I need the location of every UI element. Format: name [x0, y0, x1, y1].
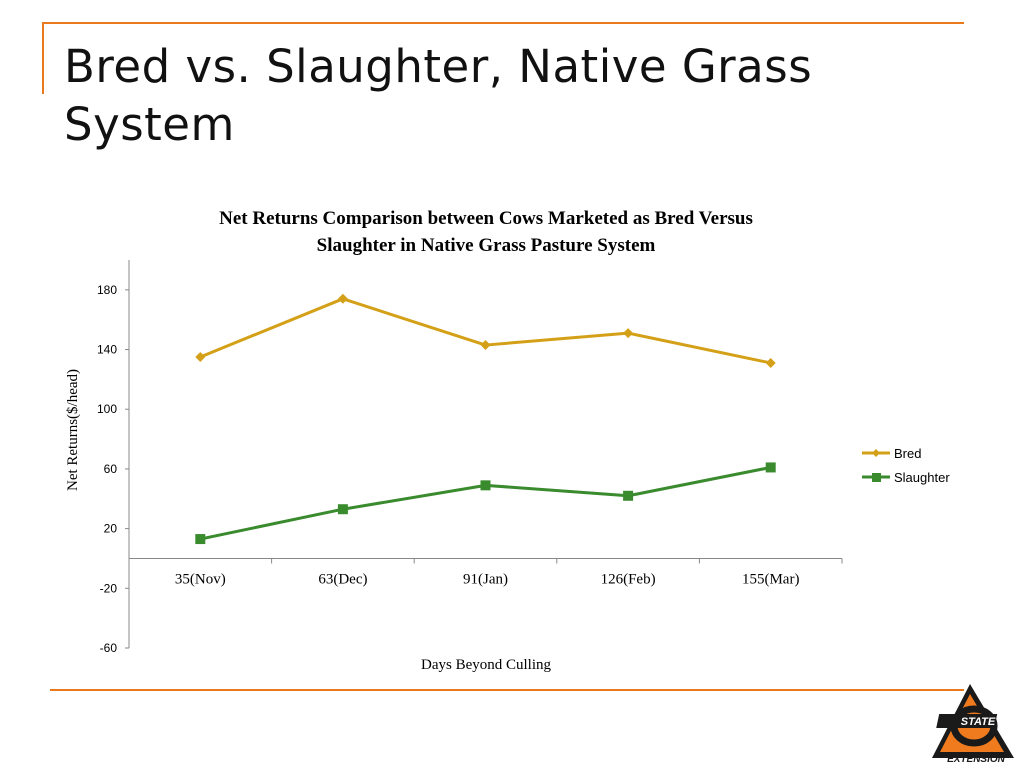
x-tick-label: 126(Feb)	[601, 571, 656, 587]
y-tick-label: 140	[97, 343, 117, 357]
legend-marker-slaughter	[872, 473, 881, 482]
slide-title: Bred vs. Slaughter, Native Grass System	[64, 40, 813, 151]
data-point-bred	[480, 340, 491, 351]
line-chart: Net Returns Comparison between Cows Mark…	[65, 208, 950, 673]
x-axis-label: Days Beyond Culling	[421, 657, 551, 673]
footer-rule	[50, 689, 964, 691]
osu-extension-logo: STATE EXTENSION	[932, 684, 1014, 764]
data-point-bred	[623, 328, 634, 339]
legend-label-slaughter: Slaughter	[894, 470, 950, 485]
y-tick-label: -60	[100, 641, 118, 655]
data-point-slaughter	[765, 462, 776, 473]
data-point-slaughter	[337, 504, 348, 515]
y-axis-label: Net Returns($/head)	[65, 369, 81, 491]
logo-extension-text: EXTENSION	[947, 754, 1006, 764]
data-point-bred	[195, 352, 206, 362]
logo-state-banner	[936, 714, 998, 728]
y-tick-label: 100	[97, 402, 117, 416]
y-tick-label: 20	[104, 522, 118, 536]
title-rule-horizontal	[42, 22, 964, 24]
data-point-slaughter	[623, 490, 634, 501]
logo-state-text: STATE	[961, 716, 996, 728]
x-tick-label: 35(Nov)	[175, 571, 226, 587]
chart-title-line: Net Returns Comparison between Cows Mark…	[219, 208, 753, 229]
data-point-bred	[765, 357, 776, 368]
legend-marker-bred	[872, 449, 880, 457]
series-line-slaughter	[199, 465, 771, 541]
chart-title-line: Slaughter in Native Grass Pasture System	[317, 235, 656, 256]
x-tick-label: 155(Mar)	[742, 571, 799, 587]
series-line-bred	[199, 297, 772, 365]
data-point-slaughter	[480, 480, 491, 491]
y-tick-label: 180	[97, 283, 117, 297]
x-tick-label: 91(Jan)	[463, 571, 508, 587]
y-tick-label: -20	[100, 581, 118, 595]
x-tick-label: 63(Dec)	[318, 571, 367, 587]
y-tick-label: 60	[104, 462, 118, 476]
title-rule-vertical	[42, 22, 44, 94]
legend-label-bred: Bred	[894, 446, 921, 461]
data-point-slaughter	[195, 534, 206, 545]
data-point-bred	[337, 293, 348, 304]
